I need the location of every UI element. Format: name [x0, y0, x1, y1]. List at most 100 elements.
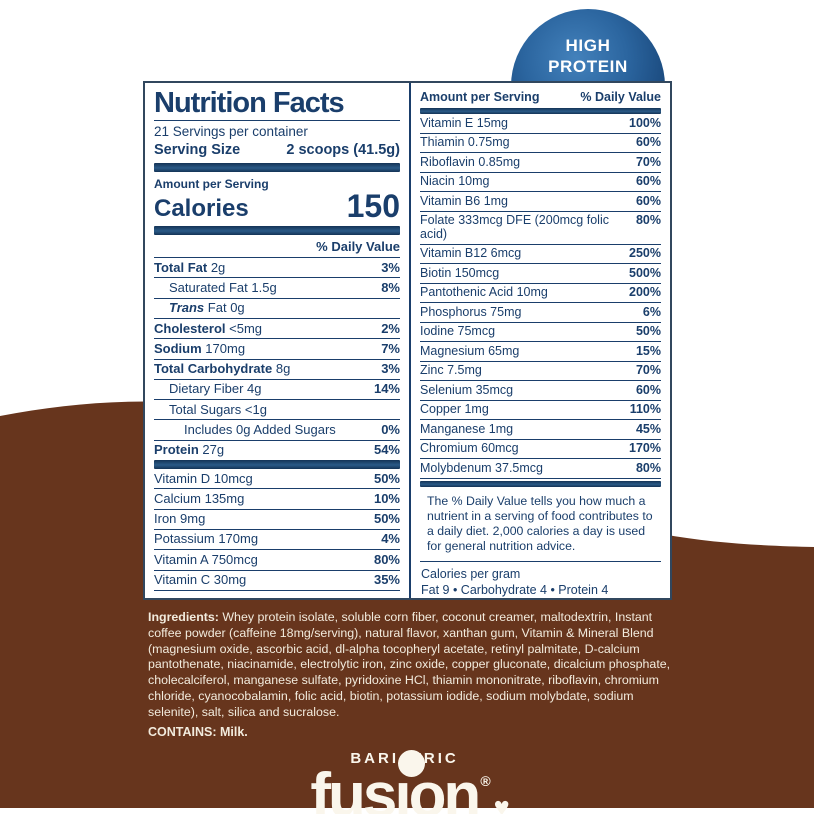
- nutrient-row: Vitamin E 15mg 100%: [420, 114, 661, 134]
- nutrient-row: Protein 27g 54%: [154, 441, 400, 460]
- nutrient-row: Phosphorus 75mg 6%: [420, 303, 661, 323]
- amount-per-serving-label: Amount per Serving: [154, 177, 269, 192]
- nutrient-amount: 135mg: [204, 490, 245, 506]
- daily-value: 100%: [629, 115, 661, 130]
- daily-value: 80%: [635, 460, 661, 475]
- daily-value: 170%: [629, 441, 661, 455]
- nutrient-label: Thiamin 0.75mg: [420, 135, 510, 149]
- daily-value: 50%: [373, 470, 400, 486]
- nutrient-row: Saturated Fat 1.5g 8%: [154, 278, 400, 299]
- daily-value: 110%: [629, 402, 661, 416]
- daily-value: 500%: [629, 265, 661, 280]
- daily-value: 0%: [381, 421, 400, 437]
- nutrient-label: Niacin 10mg: [420, 174, 490, 188]
- nutrient-label: Vitamin B6 1mg: [420, 193, 509, 208]
- nutrient-row: Biotin 150mcg 500%: [420, 264, 661, 284]
- daily-value: 50%: [635, 324, 661, 338]
- daily-value: 45%: [635, 421, 661, 436]
- nutrient-name: Calcium: [154, 490, 201, 506]
- daily-value: 80%: [635, 213, 661, 227]
- nutrient-row: Iron 9mg 50%: [154, 510, 400, 530]
- nutrient-row: Vitamin B12 6mcg 250%: [420, 245, 661, 264]
- nutrient-label: Iodine 75mcg: [420, 324, 496, 338]
- nutrient-amount: 750mcg: [211, 551, 258, 567]
- nutrient-amount: 30mg: [213, 572, 247, 588]
- brand-wordmark: fusıon ®♥: [310, 750, 510, 814]
- nutrient-row: Zinc 7.5mg 70%: [420, 362, 661, 381]
- daily-value: 3%: [381, 361, 400, 377]
- nutrient-label: Chromium 60mcg: [420, 441, 519, 455]
- nutrient-row: Dietary Fiber 4g 14%: [154, 380, 400, 401]
- contains-statement: CONTAINS: Milk.: [148, 725, 248, 740]
- nutrient-amount: 170mg: [205, 340, 246, 356]
- nutrient-label: Riboflavin 0.85mg: [420, 154, 521, 169]
- daily-value: 200%: [629, 285, 661, 299]
- nutrient-label: Manganese 1mg: [420, 421, 514, 436]
- nutrient-row: Cholesterol <5mg 2%: [154, 319, 400, 340]
- nutrient-amount: 8g: [275, 361, 291, 377]
- daily-value: 70%: [635, 363, 661, 377]
- nutrient-row: Vitamin C 30mg 35%: [154, 571, 400, 591]
- daily-value: 15%: [635, 343, 661, 358]
- nutrition-facts-panel: Nutrition Facts 21 Servings per containe…: [143, 81, 672, 600]
- nutrient-row: Vitamin D 10mcg 50%: [154, 469, 400, 490]
- daily-value: 35%: [373, 572, 400, 588]
- daily-value: 3%: [381, 259, 400, 275]
- daily-value: 80%: [373, 551, 400, 567]
- nutrient-amount: 2g: [210, 259, 226, 275]
- nutrient-row: Pantothenic Acid 10mg 200%: [420, 284, 661, 303]
- daily-value: 8%: [381, 279, 400, 295]
- nutrition-facts-title: Nutrition Facts: [154, 87, 345, 119]
- thick-bar: [154, 460, 400, 470]
- registered-mark-icon: ®: [480, 773, 491, 790]
- nutrient-amount: 9mg: [180, 511, 206, 527]
- nutrient-amount: 10mcg: [213, 470, 253, 486]
- nutrient-row: Niacin 10mg 60%: [420, 173, 661, 192]
- calories-row: Calories 150: [154, 190, 400, 222]
- ingredients-label: Ingredients:: [148, 610, 219, 624]
- nutrient-name: Total Fat: [154, 259, 208, 275]
- nutrient-label: Pantothenic Acid 10mg: [420, 285, 548, 299]
- daily-value: 6%: [642, 304, 661, 319]
- nutrient-label: Magnesium 65mg: [420, 343, 520, 358]
- nutrient-row: Total Sugars <1g: [154, 400, 400, 421]
- right-column-header: Amount per Serving % Daily Value: [420, 90, 661, 108]
- nutrient-row: Total Carbohydrate 8g 3%: [154, 360, 400, 380]
- nutrient-label: Molybdenum 37.5mcg: [420, 460, 543, 475]
- daily-value: 10%: [373, 490, 400, 506]
- nutrient-label: Copper 1mg: [420, 402, 489, 416]
- thick-bar: [154, 163, 400, 173]
- ingredients-text: Whey protein isolate, soluble corn fiber…: [148, 610, 671, 719]
- nutrient-row: Riboflavin 0.85mg 70%: [420, 153, 661, 173]
- nutrient-amount: Fat 0g: [207, 300, 245, 316]
- badge-line2: PROTEIN: [548, 56, 628, 76]
- nutrient-name: Includes 0g Added Sugars: [184, 421, 336, 437]
- heart-period-icon: ♥: [493, 792, 510, 814]
- nutrient-row: Folate 333mcg DFE (200mcg folic acid) 80%: [420, 212, 661, 245]
- daily-value-header: % Daily Value: [154, 235, 400, 259]
- calories-per-gram-title: Calories per gram: [421, 566, 521, 581]
- nutrient-amount: <5mg: [229, 320, 263, 336]
- nutrient-row: Selenium 35mcg 60%: [420, 381, 661, 401]
- nutrient-name: Potassium: [154, 531, 215, 547]
- divider: [154, 120, 400, 122]
- nutrient-name: Protein: [154, 442, 199, 458]
- nutrient-name: Iron: [154, 511, 177, 527]
- thick-bar: [420, 108, 661, 114]
- daily-value: 60%: [635, 135, 661, 149]
- nutrient-name: Saturated Fat: [169, 279, 248, 295]
- nutrition-right-column: Amount per Serving % Daily Value Vitamin…: [411, 83, 670, 598]
- nutrient-row: Trans Fat 0g: [154, 299, 400, 319]
- nutrient-row: Magnesium 65mg 15%: [420, 342, 661, 362]
- amount-per-serving-label: Amount per Serving: [420, 90, 540, 104]
- daily-value: 250%: [629, 246, 661, 260]
- serving-size-label: Serving Size: [154, 142, 241, 159]
- thick-bar: [420, 480, 661, 487]
- i-dot-icon: [398, 750, 426, 778]
- badge-line1: HIGH: [565, 36, 611, 55]
- nutrient-name: Dietary Fiber: [169, 381, 244, 397]
- nutrient-name: Trans: [169, 300, 205, 316]
- nutrient-row: Vitamin A 750mcg 80%: [154, 550, 400, 571]
- nutrient-amount: 170mg: [218, 531, 259, 547]
